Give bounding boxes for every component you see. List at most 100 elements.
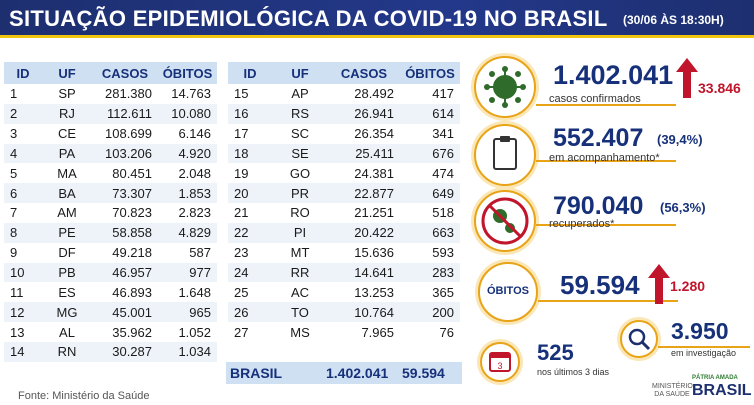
cell-casos: 20.422 <box>328 222 400 243</box>
cell-obitos: 76 <box>439 324 454 340</box>
table-row: 26 TO 10.764 200 <box>228 302 460 323</box>
col-header-id: ID <box>228 62 272 84</box>
cell-id: 26 <box>228 302 272 323</box>
table-row: 11 ES 46.893 1.648 <box>4 282 217 302</box>
table-row: 19 GO 24.381 474 <box>228 163 460 183</box>
table-row: 16 RS 26.941 614 <box>228 103 460 124</box>
cell-casos: 15.636 <box>354 245 394 261</box>
cell-casos: 103.206 <box>92 143 158 164</box>
gov-brand-name: BRASIL <box>692 382 752 399</box>
confirmed-value: 1.402.041 <box>553 60 674 90</box>
table-row: 14 RN 30.287 1.034 <box>4 341 217 362</box>
cell-obitos: 593 <box>432 245 454 261</box>
table-row: 9 DF 49.218 587 <box>4 243 217 263</box>
cell-id: 22 <box>228 222 272 243</box>
cell-id: 6 <box>4 183 42 204</box>
investigation-value: 3.950 <box>671 318 729 344</box>
cell-uf: AC <box>290 284 310 300</box>
recent-deaths-value: 525 <box>537 340 574 365</box>
increase-arrow-icon <box>648 264 670 304</box>
total-row: BRASIL 1.402.041 59.594 <box>226 362 462 384</box>
cell-obitos: 2.823 <box>178 205 211 221</box>
cell-id: 8 <box>4 222 42 243</box>
cell-uf: GO <box>289 165 311 181</box>
cell-casos: 35.962 <box>112 324 152 340</box>
cell-uf: PB <box>42 262 92 283</box>
cell-casos: 46.893 <box>112 284 152 300</box>
cell-casos: 14.641 <box>328 262 400 283</box>
table-row: 22 PI 20.422 663 <box>228 222 460 243</box>
cell-casos: 24.381 <box>354 165 394 181</box>
cell-obitos: 965 <box>158 302 217 323</box>
cell-casos: 30.287 <box>92 341 158 362</box>
cell-uf: AP <box>291 86 309 102</box>
cell-casos: 70.823 <box>112 205 152 221</box>
cell-uf: RR <box>272 262 328 283</box>
cell-uf: RJ <box>42 103 92 124</box>
cell-obitos: 1.052 <box>178 324 211 340</box>
cell-id: 25 <box>234 284 249 300</box>
table-row: 18 SE 25.411 676 <box>228 143 460 164</box>
cell-uf: AL <box>59 324 75 340</box>
monitoring-pct: (39,4%) <box>657 132 703 147</box>
cell-casos: 13.253 <box>354 284 394 300</box>
cell-uf: RO <box>290 205 310 221</box>
cell-casos: 112.611 <box>92 103 158 124</box>
confirmed-label: casos confirmados <box>549 93 641 105</box>
table-row: 27 MS 7.965 76 <box>228 322 460 342</box>
cell-obitos: 1.648 <box>178 284 211 300</box>
cell-id: 3 <box>10 126 18 142</box>
cell-uf: PI <box>272 222 328 243</box>
cell-id: 16 <box>228 103 272 124</box>
table-row: 2 RJ 112.611 10.080 <box>4 103 217 124</box>
cell-id: 1 <box>10 86 18 102</box>
cell-obitos: 676 <box>400 143 460 164</box>
cell-id: 13 <box>10 324 25 340</box>
cell-casos: 26.354 <box>354 126 394 142</box>
cell-obitos: 977 <box>158 262 217 283</box>
table-row: 24 RR 14.641 283 <box>228 262 460 283</box>
table-row: 21 RO 21.251 518 <box>228 203 460 223</box>
table-row: 25 AC 13.253 365 <box>228 282 460 302</box>
cell-obitos: 1.853 <box>158 183 217 204</box>
cell-uf: PE <box>42 222 92 243</box>
cell-uf: AM <box>57 205 77 221</box>
cell-id: 19 <box>234 165 249 181</box>
cell-uf: DF <box>58 245 76 261</box>
recent-deaths-label: nos últimos 3 dias <box>537 367 610 377</box>
calendar-icon: 3 <box>480 342 520 382</box>
table-row: 7 AM 70.823 2.823 <box>4 203 217 223</box>
recovered-pct: (56,3%) <box>660 200 706 215</box>
increase-arrow-icon <box>676 58 698 98</box>
cell-casos: 80.451 <box>112 165 152 181</box>
monitoring-label: em acompanhamento* <box>549 152 660 164</box>
col-header-casos: CASOS <box>328 62 400 84</box>
table-row: 8 PE 58.858 4.829 <box>4 222 217 243</box>
cell-casos: 46.957 <box>92 262 158 283</box>
cell-casos: 49.218 <box>112 245 152 261</box>
cell-obitos: 417 <box>432 86 454 102</box>
clipboard-icon <box>474 124 536 186</box>
cell-obitos: 6.146 <box>178 126 211 142</box>
col-header-uf: UF <box>42 62 92 84</box>
cell-casos: 26.941 <box>328 103 400 124</box>
table-row: 3 CE 108.699 6.146 <box>4 124 217 144</box>
table-row: 20 PR 22.877 649 <box>228 183 460 204</box>
cell-obitos: 4.829 <box>158 222 217 243</box>
monitoring-value: 552.407 <box>553 124 644 152</box>
cell-id: 14 <box>4 341 42 362</box>
kpi-underline <box>536 160 676 162</box>
calendar-icon-text: 3 <box>497 361 502 371</box>
confirmed-delta: 33.846 <box>698 80 741 96</box>
cell-obitos: 474 <box>432 165 454 181</box>
table-row: 1 SP 281.380 14.763 <box>4 84 217 104</box>
cell-obitos: 663 <box>400 222 460 243</box>
deaths-badge-label: ÓBITOS <box>487 285 529 297</box>
report-date: (30/06 ÀS 18:30H) <box>623 13 724 27</box>
table-row: 6 BA 73.307 1.853 <box>4 183 217 204</box>
deaths-badge: ÓBITOS <box>478 262 538 322</box>
cell-uf: ES <box>58 284 76 300</box>
cell-obitos: 4.920 <box>158 143 217 164</box>
cell-id: 7 <box>10 205 18 221</box>
deaths-delta: 1.280 <box>670 278 706 294</box>
